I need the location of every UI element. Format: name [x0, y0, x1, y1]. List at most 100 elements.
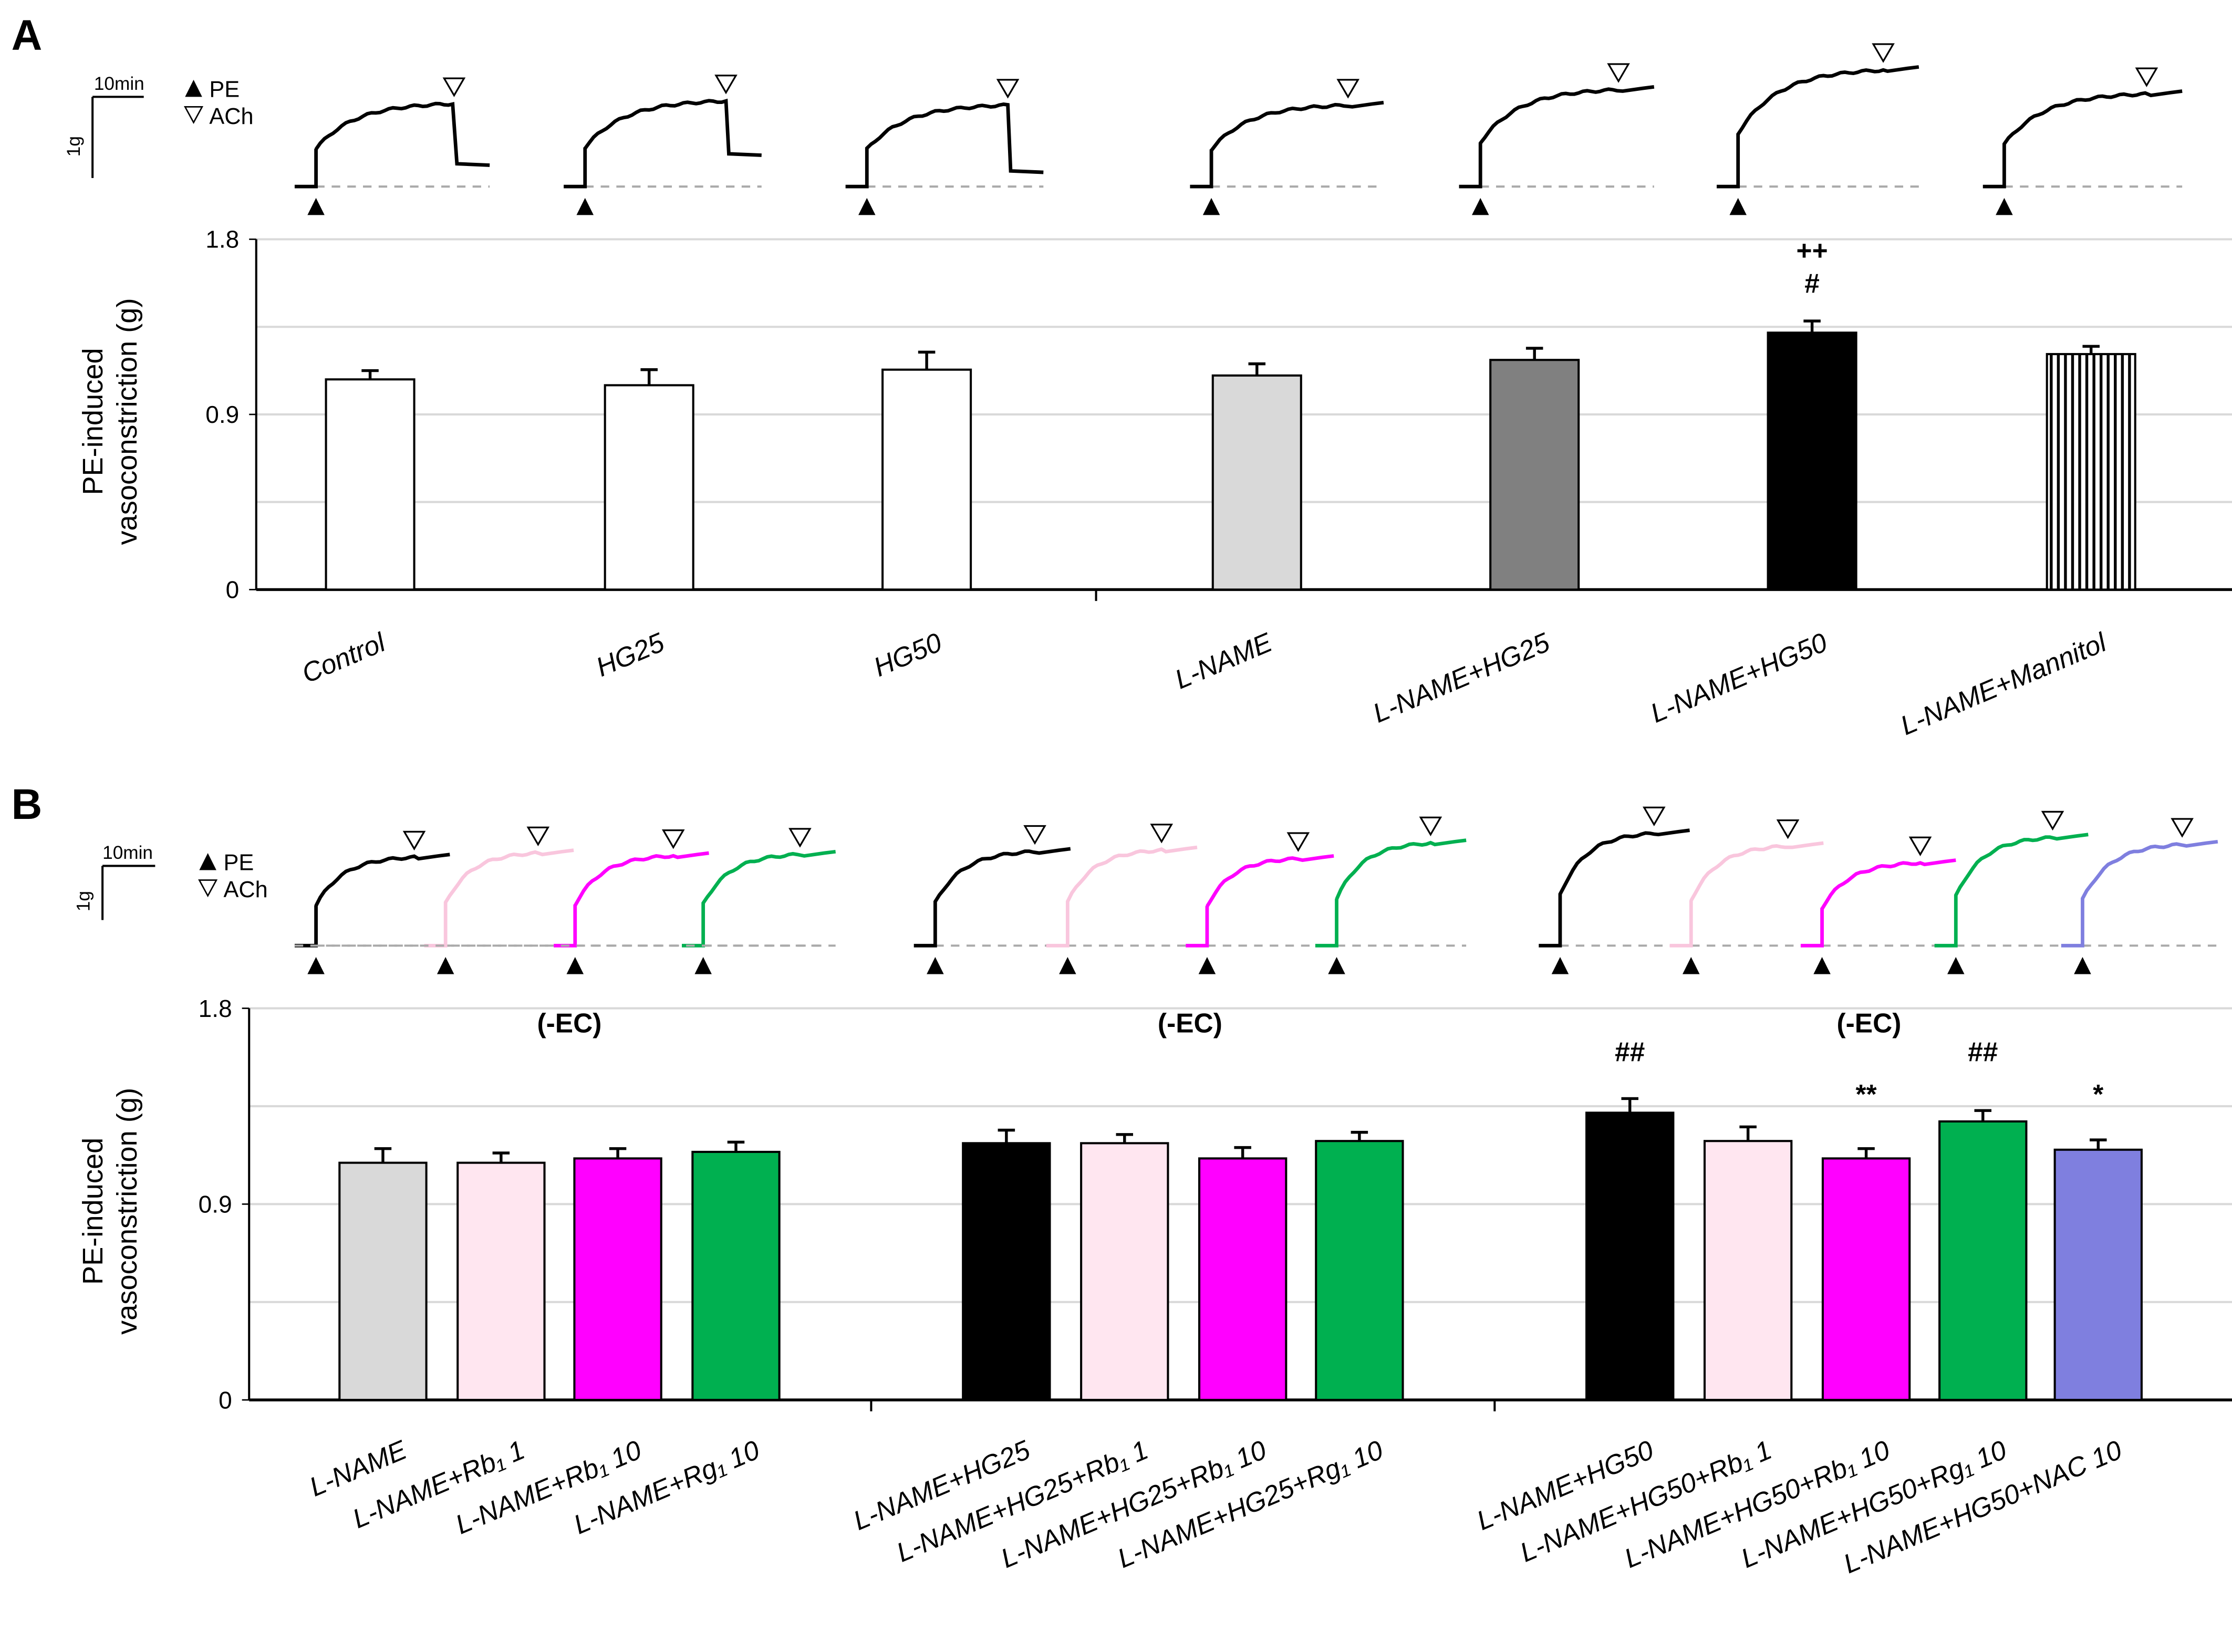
- ach-open-triangle-icon: [2135, 67, 2158, 87]
- ach-open-triangle-icon: [788, 828, 812, 848]
- force-scale-label: 1g: [64, 136, 84, 157]
- y-tick-label: 0.9: [205, 401, 239, 428]
- bar: [1767, 331, 1857, 591]
- pe-filled-triangle-icon: [1198, 957, 1216, 974]
- x-tick-label: HG50: [869, 627, 946, 682]
- bar: [338, 1161, 428, 1401]
- pe-filled-triangle-icon: [566, 957, 584, 974]
- ach-open-triangle-icon: [1150, 824, 1174, 844]
- bar: [325, 378, 416, 591]
- significance-marker: **: [1856, 1079, 1877, 1109]
- pe-filled-triangle-icon: [1996, 198, 2013, 215]
- time-scale-label: 10min: [94, 74, 144, 94]
- pe-filled-triangle-icon: [858, 198, 876, 215]
- x-tick-label: L-NAME+Mannitol: [1896, 626, 2111, 741]
- tension-trace: [554, 851, 709, 948]
- x-tick-label: L-NAME: [1170, 627, 1276, 695]
- pe-filled-triangle-icon: [1947, 957, 1965, 974]
- pe-filled-triangle-icon: [1328, 957, 1345, 974]
- bar: [1585, 1111, 1675, 1401]
- y-tick-label: 0: [219, 1386, 232, 1414]
- ach-open-triangle-icon: [1336, 79, 1360, 99]
- bar: [1938, 1120, 2028, 1401]
- tension-trace: [1459, 85, 1655, 189]
- y-tick-label: 1.8: [205, 226, 239, 253]
- ach-open-triangle-icon: [1607, 63, 1630, 83]
- tension-trace: [682, 849, 836, 948]
- y-tick-label: 0: [226, 576, 240, 604]
- tension-trace: [294, 101, 490, 189]
- panel-label-A: A: [12, 12, 43, 59]
- tension-trace: [2061, 839, 2218, 948]
- scale-bar: [91, 96, 144, 178]
- tension-trace: [1190, 100, 1384, 189]
- ach-open-triangle-icon: [661, 829, 685, 849]
- pe-filled-triangle-icon: [199, 853, 216, 870]
- x-tick-label: L-NAME+HG25: [1368, 627, 1554, 729]
- ach-open-triangle-icon: [1872, 43, 1895, 63]
- significance-marker: ##: [1615, 1036, 1645, 1067]
- x-tick-label: HG25: [591, 627, 669, 682]
- ach-open-triangle-icon: [442, 77, 466, 97]
- ach-open-triangle-icon: [1908, 836, 1932, 856]
- ach-open-triangle-icon: [1286, 832, 1310, 852]
- ach-open-triangle-icon: [183, 106, 204, 124]
- bar: [962, 1142, 1051, 1401]
- bar: [1080, 1142, 1169, 1401]
- pe-filled-triangle-icon: [576, 198, 594, 215]
- ach-open-triangle-icon: [996, 79, 1020, 99]
- x-tick-label: Control: [297, 626, 390, 689]
- time-scale-label: 10min: [102, 843, 153, 863]
- pe-filled-triangle-icon: [1202, 198, 1220, 215]
- legend-pe-label: PE: [209, 77, 240, 102]
- legend-ach-label: ACh: [223, 877, 267, 902]
- pe-filled-triangle-icon: [185, 79, 202, 97]
- pe-filled-triangle-icon: [2074, 957, 2091, 974]
- significance-marker: ##: [1968, 1036, 1998, 1067]
- legend-pe-label: PE: [223, 850, 254, 876]
- ach-open-triangle-icon: [402, 830, 426, 851]
- group-label: (-EC): [1158, 1008, 1222, 1038]
- ach-open-triangle-icon: [1023, 825, 1046, 845]
- tension-trace: [1046, 845, 1198, 948]
- bar: [1198, 1157, 1288, 1401]
- bar: [1211, 374, 1302, 591]
- y-axis-label: PE-induced vasoconstriction (g): [77, 298, 143, 545]
- ach-open-triangle-icon: [1419, 816, 1442, 836]
- pe-filled-triangle-icon: [1813, 957, 1831, 974]
- ach-open-triangle-icon: [198, 879, 218, 898]
- pe-filled-triangle-icon: [1059, 957, 1076, 974]
- pe-filled-triangle-icon: [437, 957, 454, 974]
- panel-label-B: B: [12, 781, 43, 828]
- bar: [1315, 1140, 1404, 1401]
- significance-marker: ++: [1797, 235, 1828, 266]
- force-scale-label: 1g: [74, 891, 94, 911]
- ach-open-triangle-icon: [1643, 806, 1666, 827]
- bar: [2046, 353, 2136, 591]
- ach-open-triangle-icon: [714, 75, 738, 95]
- pe-filled-triangle-icon: [1729, 198, 1747, 215]
- tension-trace: [294, 853, 450, 948]
- ach-open-triangle-icon: [2041, 811, 2064, 831]
- y-axis-label: PE-induced vasoconstriction (g): [77, 1088, 143, 1335]
- pe-filled-triangle-icon: [1551, 957, 1569, 974]
- group-label: (-EC): [537, 1008, 601, 1038]
- y-tick-label: 0.9: [199, 1191, 232, 1218]
- legend-ach-label: ACh: [209, 104, 253, 129]
- tension-trace: [845, 102, 1044, 189]
- tension-trace: [1315, 838, 1467, 948]
- tension-trace: [1800, 858, 1956, 948]
- group-label: (-EC): [1837, 1008, 1902, 1038]
- tension-trace: [1539, 828, 1690, 948]
- bar: [604, 384, 694, 591]
- tension-trace: [1669, 841, 1824, 948]
- ach-open-triangle-icon: [526, 826, 550, 846]
- ach-open-triangle-icon: [1776, 819, 1800, 839]
- bar: [881, 368, 972, 591]
- bar: [573, 1157, 662, 1401]
- tension-trace: [913, 847, 1071, 948]
- y-tick-label: 1.8: [199, 995, 232, 1022]
- x-tick-label: L-NAME+HG50: [1646, 627, 1831, 729]
- pe-filled-triangle-icon: [307, 957, 325, 974]
- tension-trace: [1982, 89, 2183, 189]
